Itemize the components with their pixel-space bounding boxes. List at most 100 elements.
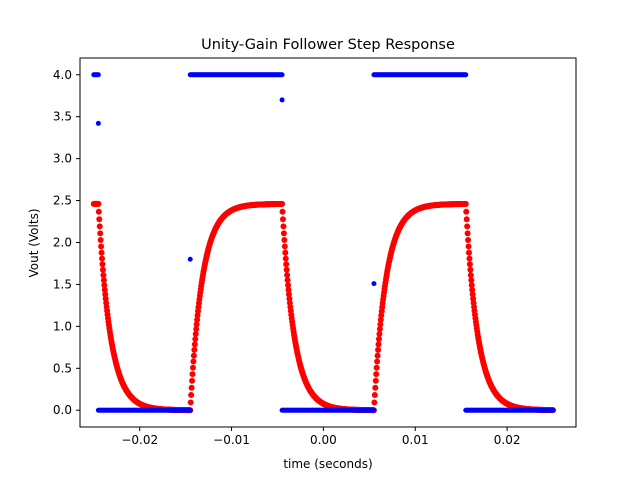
data-point-blue-transition xyxy=(371,281,377,287)
data-point-red xyxy=(464,230,471,237)
x-tick-label: −0.02 xyxy=(121,433,158,447)
data-point-blue xyxy=(95,72,101,78)
data-point-red xyxy=(468,277,475,284)
data-point-blue-transition xyxy=(95,120,101,126)
data-point-red xyxy=(463,208,470,215)
data-point-red xyxy=(99,255,106,262)
y-tick-label: 0.5 xyxy=(53,361,72,375)
data-point-red xyxy=(100,277,107,284)
data-point-red xyxy=(282,249,289,256)
data-point-red xyxy=(281,243,288,250)
data-point-red xyxy=(98,243,105,250)
data-point-red xyxy=(465,249,472,256)
data-point-red xyxy=(372,384,379,391)
data-point-red xyxy=(96,223,103,230)
data-point-red xyxy=(191,341,198,348)
data-point-red xyxy=(284,272,291,279)
data-point-red xyxy=(101,282,108,289)
data-point-red xyxy=(465,243,472,250)
data-point-red xyxy=(376,330,383,337)
data-point-red xyxy=(282,255,289,262)
y-tick-label: 1.5 xyxy=(53,277,72,291)
data-point-blue-transition xyxy=(187,256,193,262)
data-point-blue xyxy=(550,407,556,413)
data-point-red xyxy=(373,371,380,378)
data-point-red xyxy=(375,341,382,348)
data-point-red xyxy=(193,321,200,328)
data-point-blue xyxy=(187,407,193,413)
data-point-red xyxy=(97,237,104,244)
data-point-red xyxy=(280,230,287,237)
data-point-red xyxy=(376,326,383,333)
data-point-red xyxy=(188,391,195,398)
data-point-red xyxy=(194,316,201,323)
data-point-red xyxy=(283,261,290,268)
x-tick-label: 0.00 xyxy=(310,433,337,447)
data-point-red xyxy=(465,237,472,244)
x-axis: −0.02 −0.01 0.00 0.01 0.02 xyxy=(121,427,520,447)
data-point-red xyxy=(468,282,475,289)
data-point-red xyxy=(188,384,195,391)
data-point-red xyxy=(192,330,199,337)
data-point-red xyxy=(464,223,471,230)
chart-title: Unity-Gain Follower Step Response xyxy=(201,37,455,53)
data-point-red xyxy=(467,266,474,273)
data-point-red xyxy=(190,358,197,365)
data-point-red xyxy=(372,377,379,384)
x-tick-label: 0.01 xyxy=(402,433,429,447)
data-point-red xyxy=(374,352,381,359)
data-point-red xyxy=(100,272,107,279)
y-tick-label: 3.5 xyxy=(53,110,72,124)
data-point-red xyxy=(285,291,292,298)
data-point-red xyxy=(283,266,290,273)
data-point-red xyxy=(102,291,109,298)
data-point-red xyxy=(189,364,196,371)
data-point-red xyxy=(375,336,382,343)
data-point-red xyxy=(95,208,102,215)
data-point-red xyxy=(285,286,292,293)
data-point-red xyxy=(285,282,292,289)
data-point-red xyxy=(96,216,103,223)
data-point-red xyxy=(98,249,105,256)
data-point-red xyxy=(371,391,378,398)
y-tick-label: 0.0 xyxy=(53,403,72,417)
data-point-red xyxy=(189,371,196,378)
data-point-red xyxy=(377,321,384,328)
data-point-red xyxy=(99,266,106,273)
y-axis-label: Vout (Volts) xyxy=(27,208,41,277)
data-point-red xyxy=(371,399,378,406)
y-axis: 0.0 0.5 1.0 1.5 2.0 2.5 3.0 3.5 4.0 xyxy=(53,68,80,417)
data-point-blue xyxy=(279,72,285,78)
x-tick-label: 0.02 xyxy=(494,433,521,447)
data-point-red xyxy=(463,216,470,223)
plot-area xyxy=(90,72,557,414)
data-point-blue-transition xyxy=(279,97,285,103)
data-point-red xyxy=(462,200,469,207)
data-point-red xyxy=(284,277,291,284)
data-point-red xyxy=(187,399,194,406)
data-point-blue xyxy=(463,72,469,78)
data-point-red xyxy=(280,223,287,230)
data-point-red xyxy=(189,377,196,384)
y-tick-label: 4.0 xyxy=(53,68,72,82)
data-point-red xyxy=(467,272,474,279)
data-point-red xyxy=(101,286,108,293)
data-point-red xyxy=(95,200,102,207)
data-point-red xyxy=(466,255,473,262)
x-tick-label: −0.01 xyxy=(213,433,250,447)
data-point-red xyxy=(377,316,384,323)
data-point-red xyxy=(281,237,288,244)
data-point-red xyxy=(466,261,473,268)
data-point-red xyxy=(99,261,106,268)
data-point-red xyxy=(374,358,381,365)
data-point-red xyxy=(469,291,476,298)
y-tick-label: 2.0 xyxy=(53,236,72,250)
data-point-blue xyxy=(371,407,377,413)
data-point-red xyxy=(192,336,199,343)
series-vin-blue xyxy=(91,72,556,413)
y-tick-label: 2.5 xyxy=(53,194,72,208)
y-tick-label: 1.0 xyxy=(53,319,72,333)
x-axis-label: time (seconds) xyxy=(283,457,372,471)
data-point-red xyxy=(193,326,200,333)
